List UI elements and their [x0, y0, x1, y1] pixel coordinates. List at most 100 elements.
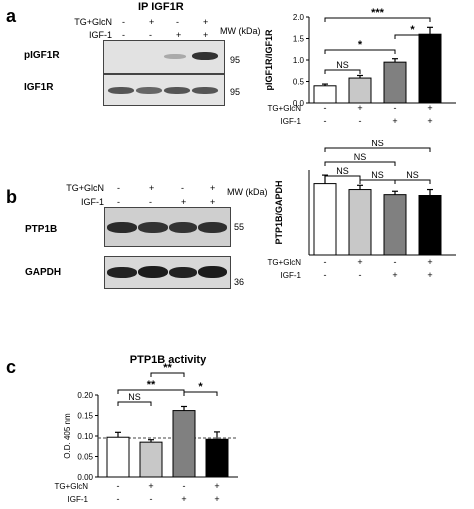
- significance-bracket: [324, 69, 361, 74]
- treatment-sign: -: [394, 103, 397, 113]
- band-lane2: [136, 87, 162, 94]
- blot-b-band1-label: PTP1B: [25, 224, 58, 235]
- bar: [418, 33, 442, 104]
- band-lane4: [192, 87, 218, 94]
- bar: [418, 195, 442, 256]
- significance-label: ***: [371, 7, 385, 19]
- blot-a-row2-label: IGF-1: [88, 30, 112, 40]
- band-lane3: [169, 222, 197, 233]
- blot-a-sign: +: [176, 30, 182, 40]
- blot-a-sign: +: [203, 30, 209, 40]
- significance-bracket: [359, 179, 396, 184]
- blot-b-row2-label: IGF-1: [80, 197, 104, 207]
- blot-a-band2-mw: 95: [230, 87, 241, 97]
- blot-a-band1-mw: 95: [230, 55, 241, 65]
- blot-a-sign: +: [149, 17, 155, 27]
- treatment-sign: -: [324, 116, 327, 126]
- treatment-sign: +: [214, 494, 219, 504]
- bar: [313, 85, 337, 104]
- blot-b-row1-label: TG+GlcN: [66, 183, 104, 193]
- blot-a-band1-label: pIGF1R: [24, 50, 60, 61]
- treatment-sign: +: [214, 481, 219, 491]
- band-lane4: [198, 266, 227, 278]
- chart-ptp1b-activity: PTP1B activity 0.00 0.05 0.10 0.15 0.20 O.D. 4…: [54, 354, 238, 504]
- treatment-sign: -: [117, 481, 120, 491]
- blot-pigf1r: [103, 40, 225, 74]
- treatment-sign: -: [324, 103, 327, 113]
- significance-label: NS: [354, 152, 367, 162]
- treatment-label: IGF-1: [281, 271, 302, 280]
- blot-gapdh: [104, 256, 231, 289]
- y-tick-label: 0.10: [77, 432, 93, 441]
- treatment-sign: -: [183, 481, 186, 491]
- chart-ptp1b-gapdh: PTP1B/GAPDH TG+GlcN - + - + IGF-1 - - + + NS NS NS NS N…: [267, 140, 456, 280]
- band-lane4: [198, 222, 227, 233]
- blot-b-band2-label: GAPDH: [25, 267, 62, 278]
- blot-b-sign: -: [149, 197, 152, 207]
- treatment-sign: +: [427, 103, 432, 113]
- bar: [106, 436, 130, 478]
- significance-bracket: [324, 17, 431, 22]
- significance-bracket: [324, 147, 431, 152]
- band-lane1: [107, 222, 137, 233]
- treatment-sign: +: [427, 116, 432, 126]
- blot-b-sign: -: [117, 197, 120, 207]
- significance-label: *: [198, 381, 203, 393]
- bar: [313, 183, 337, 256]
- blot-b-sign: +: [210, 183, 216, 193]
- significance-bracket: [324, 161, 396, 166]
- treatment-sign: +: [392, 116, 397, 126]
- panel-letter-a: a: [6, 6, 17, 26]
- chart-pigf1r-ratio: 0.0 0.5 1.0 1.5 2.0 pIGF1R/IGF1R TG+GlcN - + - + IG…: [264, 7, 456, 126]
- treatment-sign: -: [394, 257, 397, 267]
- bar: [348, 189, 372, 256]
- y-tick-label: 0.15: [77, 412, 93, 421]
- treatment-sign: +: [427, 270, 432, 280]
- treatment-label: IGF-1: [68, 495, 89, 504]
- treatment-sign: -: [324, 257, 327, 267]
- significance-label: NS: [371, 170, 384, 180]
- band-lane4: [192, 52, 218, 60]
- treatment-sign: -: [150, 494, 153, 504]
- band-lane1: [108, 87, 134, 94]
- bar: [139, 441, 163, 478]
- treatment-sign: -: [324, 270, 327, 280]
- significance-bracket: [150, 372, 185, 377]
- treatment-label: TG+GlcN: [267, 104, 301, 113]
- panel-letter-b: b: [6, 187, 17, 207]
- treatment-label: IGF-1: [281, 117, 302, 126]
- y-tick-label: 1.0: [293, 56, 305, 65]
- blot-b-sign: -: [181, 183, 184, 193]
- blot-b-sign: -: [117, 183, 120, 193]
- y-axis-label: O.D. 405 nm: [63, 413, 72, 459]
- significance-bracket: [324, 49, 396, 54]
- treatment-label: TG+GlcN: [54, 482, 88, 491]
- significance-label: NS: [371, 140, 384, 148]
- y-tick-label: 0.0: [293, 99, 305, 108]
- significance-label: *: [358, 39, 363, 51]
- significance-bracket: [117, 401, 152, 406]
- bar: [172, 410, 196, 478]
- blot-b-sign: +: [210, 197, 216, 207]
- treatment-label: TG+GlcN: [267, 258, 301, 267]
- bar: [383, 194, 407, 256]
- y-tick-label: 1.5: [293, 35, 305, 44]
- y-axis-label: PTP1B/GAPDH: [274, 180, 284, 244]
- band-lane1: [107, 267, 137, 278]
- blot-b-band2-mw: 36: [234, 277, 245, 287]
- bar: [205, 438, 229, 478]
- bar: [348, 77, 372, 104]
- blot-b-mw-label: MW (kDa): [227, 187, 268, 197]
- blot-a-sign: -: [122, 30, 125, 40]
- band-lane2: [138, 266, 168, 278]
- band-lane3: [169, 267, 197, 278]
- blot-a-sign: +: [203, 17, 209, 27]
- significance-label: NS: [128, 392, 141, 402]
- blot-igf1r: [103, 74, 225, 106]
- significance-label: NS: [406, 170, 419, 180]
- significance-bracket: [183, 391, 218, 396]
- treatment-sign: +: [427, 257, 432, 267]
- panel-letter-c: c: [6, 357, 17, 377]
- treatment-sign: +: [181, 494, 186, 504]
- y-tick-label: 0.20: [77, 391, 93, 400]
